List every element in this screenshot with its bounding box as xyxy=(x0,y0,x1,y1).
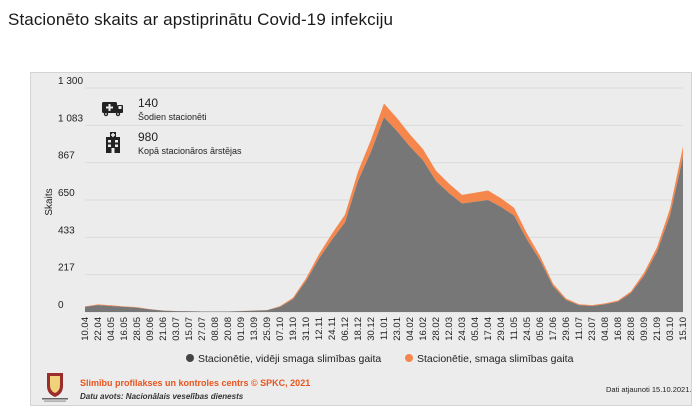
y-tick-label: 433 xyxy=(58,225,75,236)
legend-label-severe: Stacionētie, smaga slimības gaita xyxy=(417,353,574,365)
x-tick-label: 12.03 xyxy=(444,317,455,341)
x-tick-label: 16.08 xyxy=(613,317,624,341)
x-axis-ticks: 10.04 22.04 04.05 16.05 28.05 09.06 21.06 03.07… xyxy=(80,317,689,341)
x-tick-label: 01.09 xyxy=(236,317,247,341)
x-tick-label: 31.10 xyxy=(301,317,312,341)
x-tick-label: 29.06 xyxy=(561,317,572,341)
x-tick-label: 04.02 xyxy=(405,317,416,341)
x-tick-label: 03.07 xyxy=(171,317,182,341)
stat-total-label: Kopā stacionāros ārstējas xyxy=(138,146,242,156)
y-tick-label: 0 xyxy=(58,300,64,311)
x-tick-label: 16.02 xyxy=(418,317,429,341)
x-tick-label: 25.09 xyxy=(262,317,273,341)
y-axis-ticks: 0 217 433 650 867 1 083 1 300 xyxy=(58,76,83,311)
y-tick-label: 1 300 xyxy=(58,76,83,87)
footer-source: Datu avots: Nacionālais veselības dienes… xyxy=(80,392,244,401)
stat-total: 980 Kopā stacionāros ārstējas xyxy=(106,130,242,156)
area-moderate xyxy=(85,117,683,313)
x-tick-label: 22.04 xyxy=(93,317,104,341)
x-tick-label: 28.02 xyxy=(431,317,442,341)
x-tick-label: 04.05 xyxy=(106,317,117,341)
x-tick-label: 11.01 xyxy=(379,317,390,340)
x-tick-label: 18.12 xyxy=(353,317,364,341)
x-tick-label: 09.06 xyxy=(145,317,156,341)
x-tick-label: 05.04 xyxy=(470,317,481,341)
x-tick-label: 10.04 xyxy=(80,317,91,341)
stat-total-value: 980 xyxy=(138,130,158,144)
x-tick-label: 21.06 xyxy=(158,317,169,341)
x-tick-label: 05.06 xyxy=(535,317,546,341)
x-tick-label: 06.12 xyxy=(340,317,351,341)
legend-label-moderate: Stacionētie, vidēji smaga slimības gaita xyxy=(198,353,381,365)
x-tick-label: 28.05 xyxy=(132,317,143,341)
x-tick-label: 12.11 xyxy=(314,317,325,340)
x-tick-label: 30.12 xyxy=(366,317,377,341)
hospital-icon xyxy=(106,132,120,153)
x-tick-label: 21.09 xyxy=(652,317,663,341)
x-tick-label: 11.07 xyxy=(574,317,585,340)
ambulance-icon xyxy=(102,102,123,117)
x-tick-label: 13.09 xyxy=(249,317,260,341)
y-tick-label: 1 083 xyxy=(58,113,83,124)
stat-today: 140 Šodien stacionēti xyxy=(102,96,207,122)
x-tick-label: 24.05 xyxy=(522,317,533,341)
x-tick-label: 17.04 xyxy=(483,317,494,341)
x-tick-label: 08.08 xyxy=(210,317,221,341)
y-axis-label: Skaits xyxy=(44,188,55,215)
legend-swatch-moderate xyxy=(186,354,194,362)
x-tick-label: 15.07 xyxy=(184,317,195,341)
x-tick-label: 03.10 xyxy=(665,317,676,341)
y-tick-label: 867 xyxy=(58,151,75,162)
x-tick-label: 20.08 xyxy=(223,317,234,341)
y-tick-label: 217 xyxy=(58,263,75,274)
area-layer xyxy=(85,103,683,313)
x-tick-label: 15.10 xyxy=(678,317,689,341)
x-tick-label: 16.05 xyxy=(119,317,130,341)
y-tick-label: 650 xyxy=(58,188,75,199)
x-tick-label: 23.07 xyxy=(587,317,598,341)
legend-swatch-severe xyxy=(405,354,413,362)
x-tick-label: 04.08 xyxy=(600,317,611,341)
footer-organization: Slimību profilakses un kontroles centrs … xyxy=(80,378,311,388)
x-tick-label: 09.09 xyxy=(639,317,650,341)
x-tick-label: 19.10 xyxy=(288,317,299,341)
x-tick-label: 24.03 xyxy=(457,317,468,341)
legend: Stacionētie, vidēji smaga slimības gaita… xyxy=(186,353,574,365)
stat-today-label: Šodien stacionēti xyxy=(138,112,207,122)
spkc-logo xyxy=(42,373,68,402)
x-tick-label: 28.08 xyxy=(626,317,637,341)
page-title: Stacionēto skaits ar apstiprinātu Covid-… xyxy=(8,10,394,29)
footer-updated: Dati atjaunoti 15.10.2021. xyxy=(606,385,692,394)
x-tick-label: 11.05 xyxy=(509,317,520,340)
x-tick-label: 23.01 xyxy=(392,317,403,341)
x-tick-label: 29.04 xyxy=(496,317,507,341)
stat-today-value: 140 xyxy=(138,96,158,110)
x-tick-label: 17.06 xyxy=(548,317,559,341)
x-tick-label: 24.11 xyxy=(327,317,338,340)
x-tick-label: 07.10 xyxy=(275,317,286,341)
x-tick-label: 27.07 xyxy=(197,317,208,341)
